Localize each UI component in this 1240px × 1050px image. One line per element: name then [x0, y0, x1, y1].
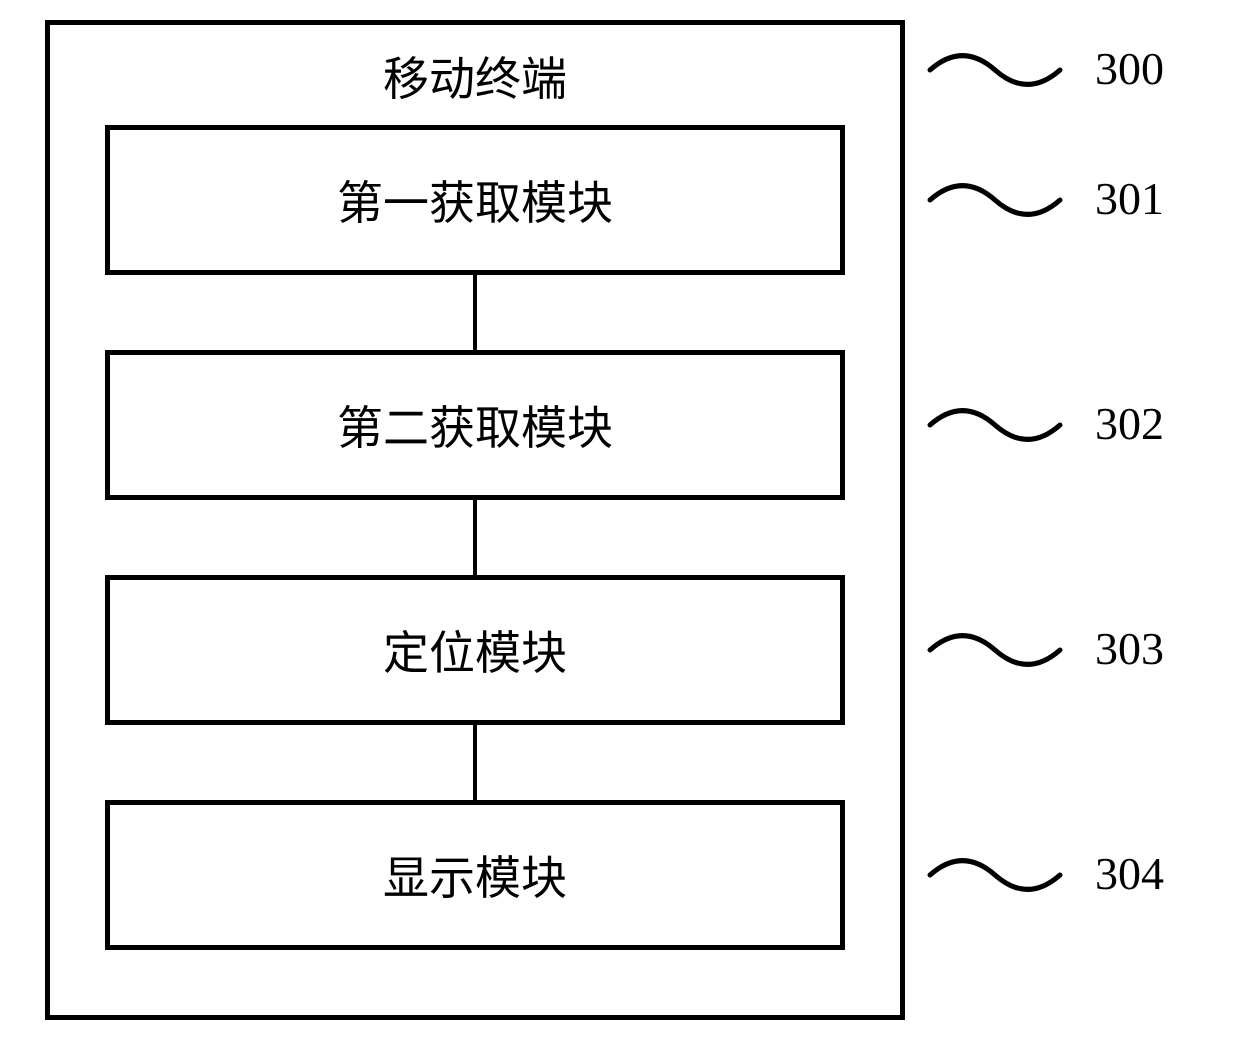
module-label: 定位模块	[383, 617, 567, 683]
module-box: 显示模块	[105, 800, 845, 950]
reference-number: 303	[1095, 622, 1164, 675]
reference-squiggle	[930, 177, 1060, 223]
module-box: 定位模块	[105, 575, 845, 725]
reference-squiggle	[930, 47, 1060, 93]
module-label: 第二获取模块	[337, 392, 613, 458]
outer-title: 移动终端	[50, 43, 900, 109]
connector-line	[473, 275, 477, 350]
connector-line	[473, 725, 477, 800]
reference-number: 304	[1095, 847, 1164, 900]
module-box: 第一获取模块	[105, 125, 845, 275]
reference-squiggle	[930, 402, 1060, 448]
connector-line	[473, 500, 477, 575]
module-label: 第一获取模块	[337, 167, 613, 233]
reference-number: 300	[1095, 42, 1164, 95]
module-label: 显示模块	[383, 842, 567, 908]
reference-squiggle	[930, 852, 1060, 898]
reference-number: 301	[1095, 172, 1164, 225]
reference-number: 302	[1095, 397, 1164, 450]
module-box: 第二获取模块	[105, 350, 845, 500]
reference-squiggle	[930, 627, 1060, 673]
